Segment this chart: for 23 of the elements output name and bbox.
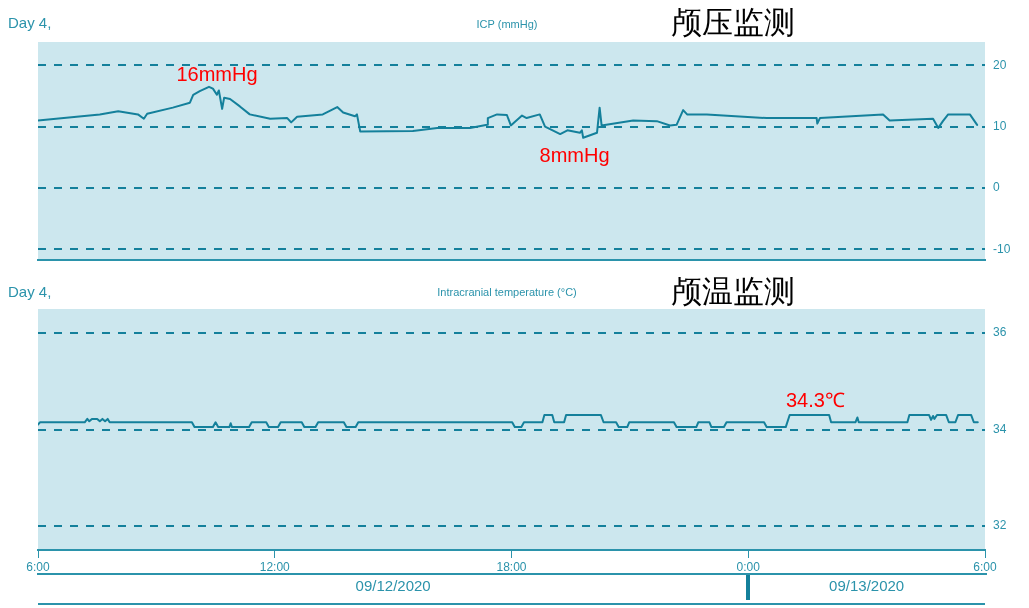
annotation: 34.3℃ <box>785 388 845 411</box>
text: Day 4, <box>8 283 52 300</box>
chart-title: 颅压监测 <box>671 3 795 42</box>
y-tick-label: 20 <box>993 57 1007 72</box>
y-tick-label: 0 <box>993 180 1000 195</box>
chart-subtitle: Intracranial temperature (°C) <box>437 286 577 298</box>
x-tick-label: 6:00 <box>26 559 50 574</box>
x-tick-label: 18:00 <box>496 559 527 574</box>
x-tick-label: 12:00 <box>259 559 291 574</box>
x2-tick-label: 09/12/2020 <box>355 577 431 595</box>
annotation: 8mmHg <box>539 144 610 167</box>
y-tick-label: 36 <box>993 325 1007 340</box>
y-tick-label: 10 <box>993 118 1007 133</box>
y-tick-label: -10 <box>993 241 1011 256</box>
text: Day 4, <box>8 14 52 31</box>
chart-subtitle: ICP (mmHg) <box>476 18 538 30</box>
y-tick-label: 34 <box>993 421 1007 436</box>
x-tick-label: 6:00 <box>973 559 997 574</box>
annotation: 16mmHg <box>176 63 258 86</box>
y-tick-label: 32 <box>993 518 1007 533</box>
chart-title: 颅温监测 <box>671 272 795 311</box>
x-tick-label: 0:00 <box>736 559 761 574</box>
x2-tick-label: 09/13/2020 <box>829 577 905 595</box>
